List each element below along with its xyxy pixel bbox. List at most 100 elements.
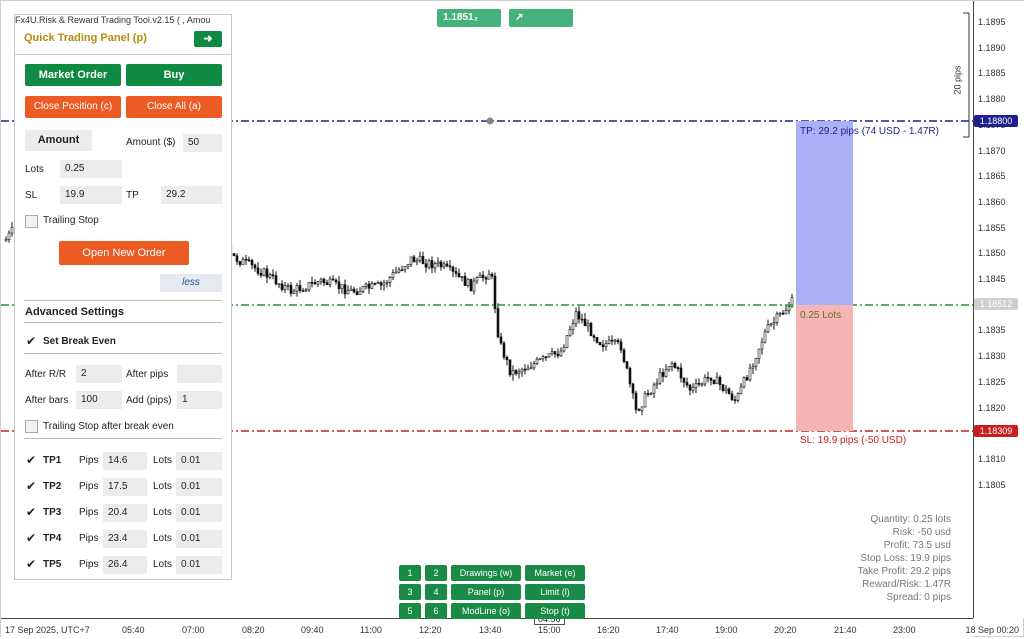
sell-price-button[interactable]: 1.1851₂ ↗ — [437, 9, 501, 41]
buy-button[interactable]: Buy — [126, 64, 222, 86]
candle-body — [331, 278, 335, 281]
current-price-badge: 1.18512 — [974, 298, 1018, 310]
candle-body — [724, 388, 728, 391]
preset-3-button[interactable]: 3 — [399, 584, 421, 600]
close-all-button[interactable]: Close All (a) — [126, 96, 222, 118]
candle-body — [553, 351, 557, 355]
tp-row-pips-label: Pips — [79, 455, 99, 466]
candle-body — [487, 273, 491, 280]
tp-row-lots-input[interactable]: 0.01 — [176, 556, 222, 574]
tp-line-handle[interactable] — [486, 117, 494, 125]
candle-body — [610, 339, 614, 342]
arrow-up-right-icon: ↗ — [515, 12, 524, 23]
market-order-button[interactable]: Market Order — [25, 64, 121, 86]
preset-5-button[interactable]: 5 — [399, 603, 421, 619]
tp-row-pips-input[interactable]: 26.4 — [103, 556, 147, 574]
after-rr-input[interactable]: 2 — [76, 365, 122, 383]
tp-row-lots-label: Lots — [153, 533, 172, 544]
tp-row-pips-label: Pips — [79, 507, 99, 518]
open-new-order-button[interactable]: Open New Order — [59, 241, 189, 265]
market-button[interactable]: Market (e) — [525, 565, 585, 581]
time-axis-label: 17 Sep 2025, UTC+7 — [5, 625, 90, 635]
candle-body — [382, 282, 386, 286]
candle-body — [400, 269, 404, 272]
candle-body — [364, 283, 368, 287]
lots-input[interactable]: 0.25 — [60, 160, 122, 178]
candle-body — [466, 278, 470, 286]
sl-input[interactable]: 19.9 — [60, 186, 122, 204]
tp-row-pips-label: Pips — [79, 559, 99, 570]
candle-body — [496, 308, 500, 338]
tp-row-lots-input[interactable]: 0.01 — [176, 504, 222, 522]
tp-row-checkbox[interactable]: ✔ — [26, 557, 37, 571]
candle-body — [703, 376, 707, 385]
time-axis-label: 12:20 — [419, 625, 442, 635]
candle-body — [463, 276, 467, 286]
tp-row-pips-input[interactable]: 17.5 — [103, 478, 147, 496]
candle-body — [721, 384, 725, 391]
set-break-even-checkbox[interactable]: ✔ — [26, 334, 37, 348]
price-axis-label: 1.1845 — [978, 274, 1006, 284]
tp-row-lots-input[interactable]: 0.01 — [176, 478, 222, 496]
tp-row-checkbox[interactable]: ✔ — [26, 505, 37, 519]
candle-body — [673, 362, 677, 368]
candle-body — [508, 359, 512, 376]
price-axis-label: 1.1895 — [978, 17, 1006, 27]
preset-2-button[interactable]: 2 — [425, 565, 447, 581]
tp-row-checkbox[interactable]: ✔ — [26, 531, 37, 545]
tp-input[interactable]: 29.2 — [161, 186, 222, 204]
panel-button[interactable]: Panel (p) — [451, 584, 521, 600]
modline-button[interactable]: ModLine (o) — [451, 603, 521, 619]
tp-row-pips-input[interactable]: 20.4 — [103, 504, 147, 522]
candle-body — [745, 377, 749, 381]
candle-body — [322, 278, 326, 283]
candle-body — [781, 312, 785, 315]
panel-toggle-button[interactable]: ➜ — [194, 31, 222, 47]
preset-6-button[interactable]: 6 — [425, 603, 447, 619]
candle-body — [766, 324, 770, 333]
tp-row-lots-input[interactable]: 0.01 — [176, 452, 222, 470]
candle-body — [283, 285, 287, 290]
tp-row-pips-input[interactable]: 23.4 — [103, 530, 147, 548]
candle-body — [751, 365, 755, 369]
preset-4-button[interactable]: 4 — [425, 584, 447, 600]
less-button[interactable]: less — [160, 274, 222, 292]
tp-row-name: TP4 — [43, 533, 62, 544]
after-bars-input[interactable]: 100 — [76, 391, 122, 409]
candle-body — [259, 273, 263, 276]
candle-body — [772, 322, 776, 325]
tp-row-checkbox[interactable]: ✔ — [26, 453, 37, 467]
trailing-after-be-checkbox[interactable] — [25, 420, 38, 433]
add-pips-input[interactable]: 1 — [177, 391, 222, 409]
amount-tab[interactable]: Amount — [25, 130, 92, 151]
time-axis-label: 16:20 — [597, 625, 620, 635]
candle-body — [325, 282, 329, 285]
candle-body — [598, 342, 602, 346]
stop-button[interactable]: Stop (t) — [525, 603, 585, 619]
amount-input[interactable]: 50 — [183, 134, 222, 152]
price-axis-label: 1.1880 — [978, 94, 1006, 105]
time-axis-label: 21:40 — [834, 625, 857, 635]
drawings-button[interactable]: Drawings (w) — [451, 565, 521, 581]
candle-body — [343, 284, 347, 295]
tp-row-lots-input[interactable]: 0.01 — [176, 530, 222, 548]
tp-row-checkbox[interactable]: ✔ — [26, 479, 37, 493]
candle-body — [646, 393, 650, 395]
candle-body — [481, 274, 485, 278]
candle-body — [622, 349, 626, 362]
close-position-button[interactable]: Close Position (c) — [25, 96, 121, 118]
after-pips-input[interactable] — [177, 365, 222, 383]
preset-1-button[interactable]: 1 — [399, 565, 421, 581]
candle-body — [571, 323, 575, 330]
tp-row-pips-input[interactable]: 14.6 — [103, 452, 147, 470]
buy-price-button[interactable]: ↗ 1.1851₂ — [509, 9, 573, 41]
limit-button[interactable]: Limit (l) — [525, 584, 585, 600]
tp-zone-label: TP: 29.2 pips (74 USD - 1.47R) — [800, 126, 939, 137]
candle-body — [577, 311, 581, 320]
candle-body — [247, 259, 251, 262]
price-axis-label: 1.1830 — [978, 351, 1006, 362]
time-axis-label: 19:00 — [715, 625, 738, 635]
candle-body — [394, 271, 398, 274]
trailing-stop-checkbox[interactable] — [25, 215, 38, 228]
